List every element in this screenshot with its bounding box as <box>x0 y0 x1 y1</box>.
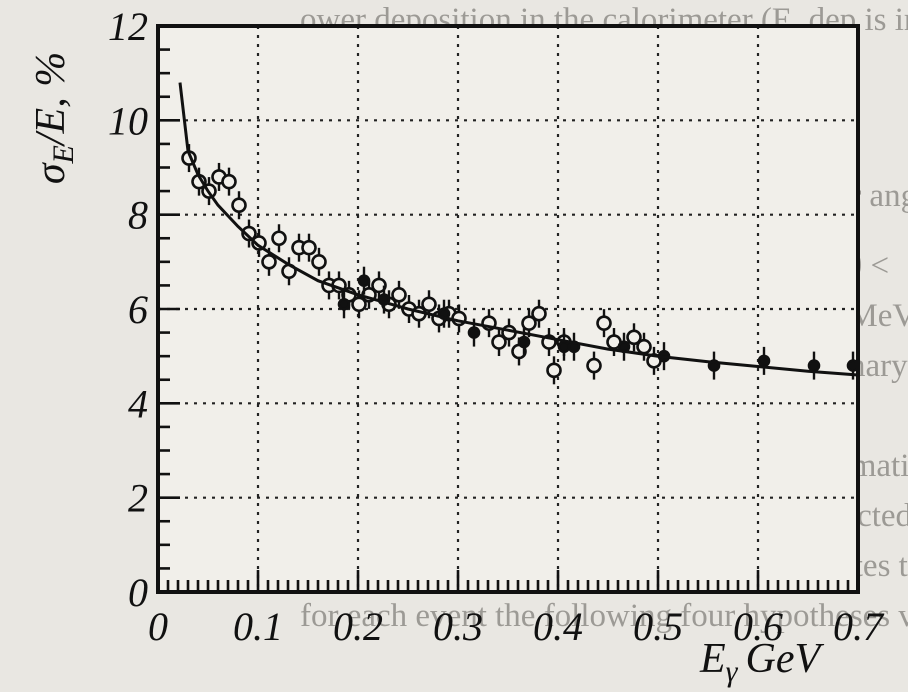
point-marker <box>371 277 387 294</box>
x-tick-label: 0.6 <box>733 604 783 649</box>
data-point-filled <box>357 266 371 295</box>
point-marker <box>301 239 317 256</box>
point-marker <box>586 357 602 374</box>
data-point-open <box>626 323 642 352</box>
data-series <box>178 82 860 385</box>
data-point-open <box>596 309 612 338</box>
tick-marks <box>156 24 860 594</box>
point-marker <box>596 315 612 331</box>
x-tick-label: 0.3 <box>433 604 483 649</box>
point-marker <box>531 305 547 322</box>
x-axis-label: Eγ GeV <box>699 636 824 688</box>
y-tick-label: 8 <box>128 193 148 238</box>
point-marker <box>357 274 371 288</box>
fit-curve <box>178 82 859 377</box>
point-marker <box>241 225 257 242</box>
y-tick-label: 4 <box>128 381 148 426</box>
y-tick-label: 10 <box>108 98 148 143</box>
x-tick-label: 0.4 <box>533 604 583 649</box>
data-point-open <box>531 299 547 328</box>
point-marker <box>491 334 507 350</box>
data-point-open <box>301 233 317 262</box>
point-marker <box>391 287 407 303</box>
y-axis-label: σE/E, % <box>28 52 80 184</box>
y-tick-label: 12 <box>108 4 148 49</box>
point-marker <box>337 297 351 311</box>
x-tick-label: 0.1 <box>233 604 283 649</box>
point-marker <box>626 329 642 346</box>
point-marker <box>757 354 771 368</box>
data-point-open <box>311 247 327 276</box>
data-point-open <box>271 224 287 253</box>
data-point-open <box>391 280 407 309</box>
x-tick-label: 0 <box>148 604 168 649</box>
point-marker <box>557 340 571 354</box>
x-tick-label: 0.7 <box>833 604 885 649</box>
plot-area-background <box>158 26 858 592</box>
point-marker <box>546 362 562 379</box>
point-marker <box>467 326 481 339</box>
point-marker <box>807 359 821 372</box>
y-tick-label: 0 <box>128 570 148 615</box>
point-marker <box>221 173 237 190</box>
data-point-filled <box>337 290 351 319</box>
data-point-open <box>221 167 237 196</box>
x-tick-label: 0.2 <box>333 604 383 649</box>
data-point-open <box>546 356 562 385</box>
x-tick-label: 0.5 <box>633 604 683 649</box>
data-point-open <box>586 351 602 380</box>
data-point-open <box>231 191 247 220</box>
point-marker <box>311 254 327 270</box>
data-point-open <box>521 309 537 338</box>
y-tick-label: 2 <box>128 476 148 521</box>
point-marker <box>351 296 367 313</box>
background-text-line: for each event the following four hypoth… <box>300 598 908 634</box>
point-marker <box>421 296 437 313</box>
point-marker <box>636 338 652 355</box>
point-marker <box>517 335 531 349</box>
data-point-open <box>241 219 257 248</box>
point-marker <box>261 254 277 270</box>
point-marker <box>521 315 537 331</box>
y-tick-label: 6 <box>128 287 148 332</box>
tick-labels: 0 0.1 0.2 0.3 0.4 0.5 0.6 0.7 0 2 4 6 8 10 12 <box>108 4 885 649</box>
data-point-open <box>491 328 507 357</box>
data-point-filled <box>467 318 481 347</box>
data-point-filled <box>617 332 631 361</box>
point-marker <box>271 230 287 247</box>
data-point-open <box>371 271 387 300</box>
point-marker <box>231 197 247 214</box>
